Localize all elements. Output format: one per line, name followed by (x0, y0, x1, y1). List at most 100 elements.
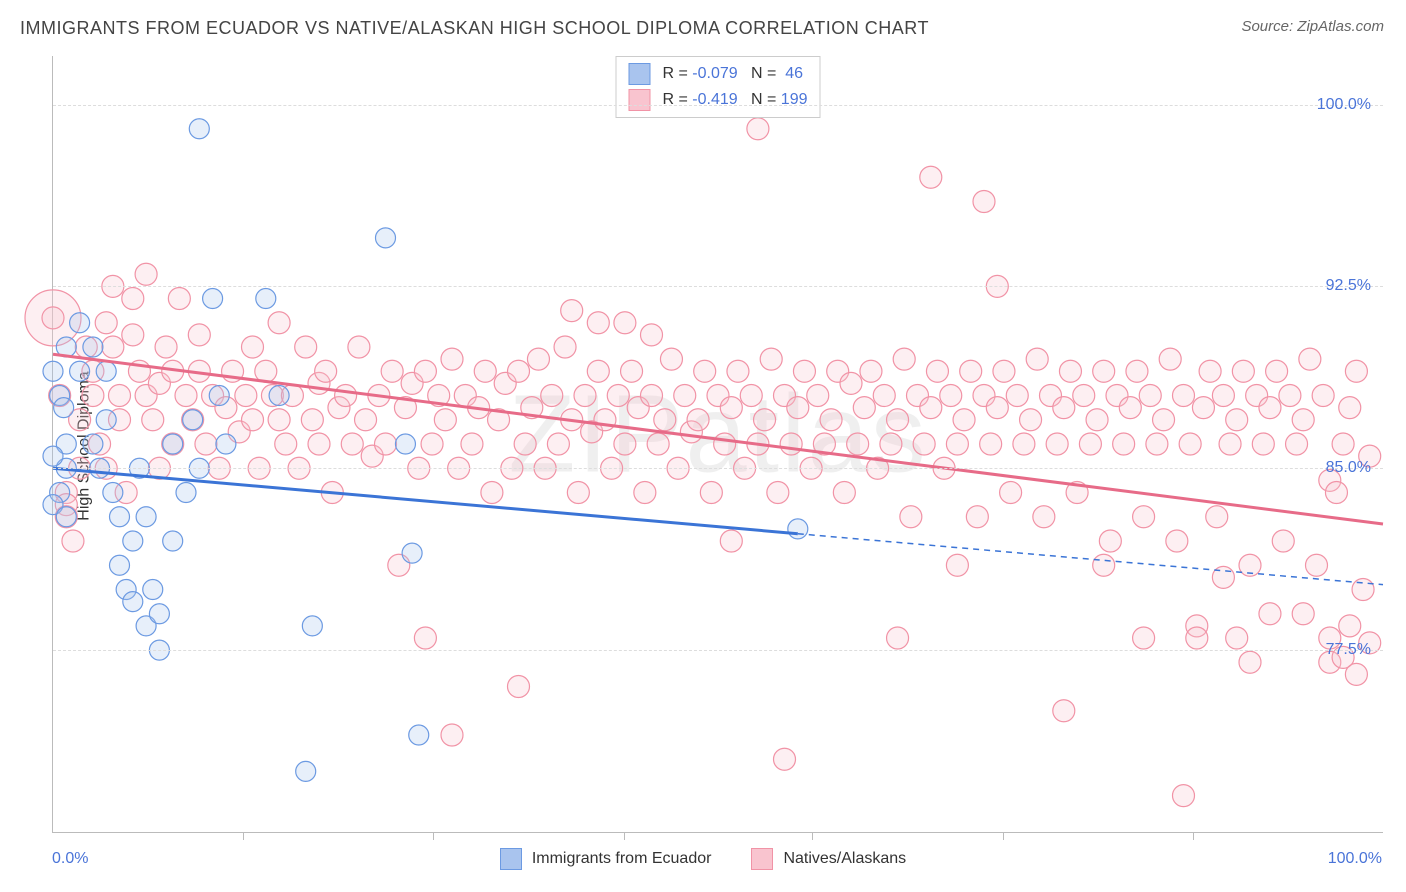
data-point (1033, 506, 1055, 528)
data-point (188, 324, 210, 346)
data-point (946, 554, 968, 576)
gridline (53, 650, 1383, 651)
data-point (1266, 360, 1288, 382)
data-point (1159, 348, 1181, 370)
chart-source: Source: ZipAtlas.com (1241, 18, 1384, 35)
data-point (109, 385, 131, 407)
data-point (641, 324, 663, 346)
trendline-blue-solid (53, 468, 798, 533)
data-point (256, 289, 276, 309)
data-point (1332, 433, 1354, 455)
data-point (1239, 651, 1261, 673)
data-point (1059, 360, 1081, 382)
data-point (296, 761, 316, 781)
data-point (1166, 530, 1188, 552)
data-point (1212, 385, 1234, 407)
data-point (847, 433, 869, 455)
data-point (341, 433, 363, 455)
data-point (587, 312, 609, 334)
data-point (1179, 433, 1201, 455)
data-point (940, 385, 962, 407)
data-point (614, 433, 636, 455)
data-point (1286, 433, 1308, 455)
data-point (647, 433, 669, 455)
data-point (1173, 385, 1195, 407)
data-point (900, 506, 922, 528)
data-point (474, 360, 496, 382)
legend-item-blue: Immigrants from Ecuador (500, 848, 712, 870)
data-point (308, 433, 330, 455)
data-point (269, 386, 289, 406)
data-point (966, 506, 988, 528)
data-point (1113, 433, 1135, 455)
data-point (880, 433, 902, 455)
data-point (1345, 360, 1367, 382)
data-point (720, 397, 742, 419)
legend-label: Natives/Alaskans (783, 850, 906, 868)
x-tick (433, 832, 434, 840)
y-tick-label: 100.0% (1317, 96, 1371, 114)
data-point (1325, 482, 1347, 504)
data-point (747, 118, 769, 140)
data-point (355, 409, 377, 431)
data-point (123, 531, 143, 551)
data-point (1292, 603, 1314, 625)
data-point (1119, 397, 1141, 419)
data-point (1139, 385, 1161, 407)
legend-item-pink: Natives/Alaskans (751, 848, 906, 870)
data-point (103, 483, 123, 503)
data-point (541, 385, 563, 407)
bottom-legend: Immigrants from Ecuador Natives/Alaskans (0, 848, 1406, 870)
x-tick (1003, 832, 1004, 840)
data-point (1345, 663, 1367, 685)
data-point (1339, 615, 1361, 637)
data-point (461, 433, 483, 455)
data-point (1272, 530, 1294, 552)
data-point (1226, 409, 1248, 431)
stat-r-blue: -0.079 (692, 65, 737, 82)
data-point (913, 433, 935, 455)
data-point (123, 592, 143, 612)
data-point (83, 434, 103, 454)
data-point (136, 507, 156, 527)
data-point (122, 324, 144, 346)
data-point (793, 360, 815, 382)
data-point (348, 336, 370, 358)
data-point (760, 348, 782, 370)
data-point (621, 360, 643, 382)
data-point (840, 372, 862, 394)
data-point (1199, 360, 1221, 382)
data-point (1292, 409, 1314, 431)
data-point (953, 409, 975, 431)
x-tick (243, 832, 244, 840)
legend-label: Immigrants from Ecuador (532, 850, 712, 868)
data-point (82, 385, 104, 407)
data-point (441, 724, 463, 746)
data-point (242, 336, 264, 358)
data-point (893, 348, 915, 370)
data-point (268, 312, 290, 334)
data-point (1206, 506, 1228, 528)
data-point (302, 616, 322, 636)
y-tick-label: 77.5% (1326, 641, 1371, 659)
data-point (1219, 433, 1241, 455)
data-point (508, 360, 530, 382)
data-point (887, 409, 909, 431)
data-point (946, 433, 968, 455)
data-point (110, 555, 130, 575)
data-point (70, 313, 90, 333)
data-point (1259, 397, 1281, 419)
data-point (1006, 385, 1028, 407)
data-point (714, 433, 736, 455)
data-point (1173, 785, 1195, 807)
data-point (209, 386, 229, 406)
data-point (567, 482, 589, 504)
data-point (993, 360, 1015, 382)
data-point (1000, 482, 1022, 504)
data-point (135, 263, 157, 285)
data-point (754, 409, 776, 431)
data-point (587, 360, 609, 382)
data-point (143, 580, 163, 600)
data-point (335, 385, 357, 407)
data-point (527, 348, 549, 370)
